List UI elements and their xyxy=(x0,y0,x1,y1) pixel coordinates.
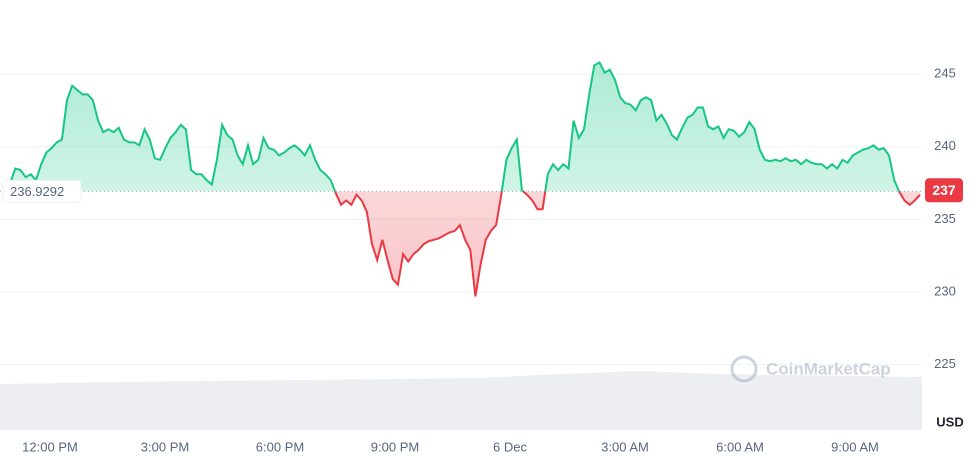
x-tick-label: 6 Dec xyxy=(493,439,527,454)
y-tick-label: 230 xyxy=(934,283,956,298)
watermark-text: CoinMarketCap xyxy=(766,359,891,378)
reference-label: 236.9292 xyxy=(10,184,64,199)
y-tick-label: 240 xyxy=(934,138,956,153)
price-line-up xyxy=(4,61,901,192)
x-tick-label: 12:00 PM xyxy=(22,439,78,454)
x-tick-label: 6:00 AM xyxy=(716,439,764,454)
volume-band xyxy=(0,371,922,430)
current-price-label: 237 xyxy=(932,182,956,198)
x-tick-label: 3:00 AM xyxy=(601,439,649,454)
x-tick-label: 9:00 PM xyxy=(371,439,419,454)
x-tick-label: 3:00 PM xyxy=(141,439,189,454)
current-price-badge xyxy=(925,178,963,203)
x-tick-label: 9:00 AM xyxy=(831,439,879,454)
reference-label-box xyxy=(2,179,82,203)
area-up xyxy=(5,62,900,192)
y-tick-label: 245 xyxy=(934,66,956,81)
price-line-down xyxy=(333,191,921,297)
x-tick-label: 6:00 PM xyxy=(256,439,304,454)
watermark: CoinMarketCap xyxy=(730,355,891,383)
area-down xyxy=(5,191,920,297)
currency-label: USD xyxy=(936,414,963,429)
labels: 225 230 235 240 245 12:00 PM 3:00 PM 6:00 PM 9:0… xyxy=(2,66,963,454)
series xyxy=(0,61,922,297)
y-tick-label: 235 xyxy=(934,211,956,226)
y-tick-label: 225 xyxy=(934,356,956,371)
